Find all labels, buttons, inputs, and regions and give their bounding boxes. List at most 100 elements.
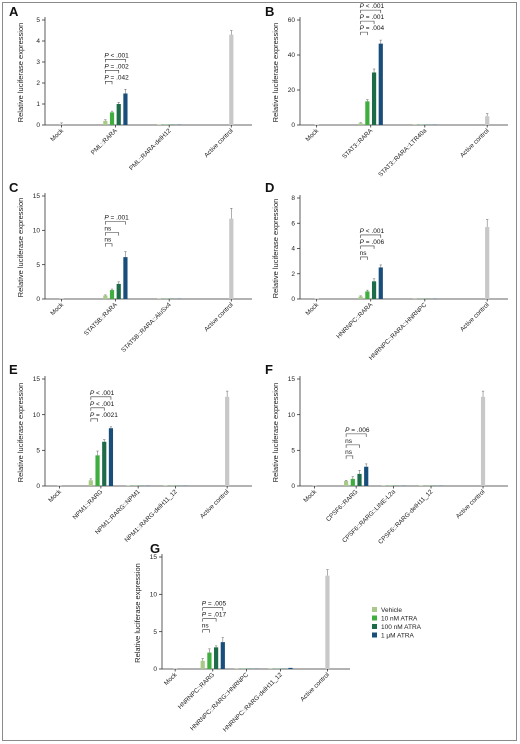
p-italic: P	[104, 215, 109, 222]
p-value-label: P < .001	[104, 52, 129, 59]
x-tick-label: STAT3::RARA::LTR40a	[377, 127, 428, 178]
p-rest: = .0021	[94, 412, 118, 419]
x-tick-label: CPSF6::RARG	[325, 488, 360, 523]
x-tick-label: Mock	[49, 127, 65, 143]
x-tick-label: HNRNPC::RARA::HNRNPC	[368, 301, 429, 362]
bar	[378, 267, 383, 299]
bar	[123, 93, 128, 125]
y-tick-label: 10	[33, 228, 41, 235]
x-tick-label: Active control	[455, 488, 487, 520]
legend-label: 1 μM ATRA	[381, 633, 415, 640]
x-tick-label: HNRNPC::RARG::HNRNPC	[189, 671, 250, 732]
x-tick-label: HNRNPC::RARA	[335, 301, 374, 340]
p-rest: < .001	[94, 390, 114, 397]
y-tick-label: 15	[288, 376, 296, 383]
bar	[229, 34, 234, 126]
bar	[365, 101, 370, 125]
y-tick-label: 20	[288, 87, 296, 94]
significance-bracket	[360, 256, 368, 260]
legend-swatch	[372, 624, 377, 629]
bar	[103, 295, 108, 299]
bar	[95, 455, 100, 486]
bar	[200, 660, 205, 669]
panel-A: A Relative luciferase expression 0 1 2 3 4 5 Moc…	[9, 4, 252, 172]
x-tick-label: Mock	[163, 671, 179, 687]
y-axis-label: Relative luciferase expression	[271, 23, 280, 123]
legend-label: 100 nM ATRA	[381, 624, 422, 631]
p-italic: P	[104, 63, 109, 70]
panel-letter: G	[150, 541, 160, 556]
bar	[314, 298, 319, 299]
y-tick-label: 4	[36, 38, 40, 45]
y-tick-label: 40	[288, 52, 296, 59]
p-value-label: ns	[104, 226, 112, 233]
p-italic: P	[90, 401, 95, 408]
x-tick-label: PML::RARA	[90, 127, 120, 157]
p-rest: = .005	[206, 601, 226, 608]
p-value-label: ns	[345, 438, 353, 445]
x-tick-label: STAT3::RARA	[341, 127, 375, 161]
panel-F: F Relative luciferase expression 0 5 10 15 Moc…	[265, 362, 508, 546]
y-tick-label: 0	[291, 296, 295, 303]
bar	[371, 281, 377, 299]
significance-bracket	[90, 418, 98, 422]
y-tick-label: 4	[291, 246, 295, 253]
bar	[358, 123, 363, 125]
p-italic: P	[90, 412, 95, 419]
p-value-label: P = .017	[202, 612, 227, 619]
p-rest: = .002	[109, 63, 129, 70]
p-value-label: P = .002	[104, 63, 129, 70]
legend-swatch	[372, 607, 377, 612]
significance-bracket	[360, 245, 375, 249]
p-value-label: P = .006	[345, 427, 370, 434]
p-italic: P	[360, 228, 365, 235]
significance-bracket	[202, 629, 210, 633]
p-rest: < .001	[364, 3, 384, 10]
bar	[109, 112, 115, 125]
x-tick-label: Active control	[203, 127, 235, 159]
panel-letter: A	[9, 4, 19, 19]
legend-swatch	[372, 615, 377, 621]
bar	[108, 428, 114, 486]
p-rest: < .001	[109, 52, 129, 59]
x-tick-label: Mock	[304, 301, 320, 317]
p-italic: P	[202, 612, 207, 619]
y-tick-label: 2	[291, 271, 295, 278]
y-tick-label: 1	[36, 101, 40, 108]
significance-bracket	[345, 455, 354, 459]
x-tick-label: Active control	[459, 301, 491, 333]
y-tick-label: 0	[36, 296, 40, 303]
p-value-label: P < .001	[360, 3, 385, 10]
x-tick-label: Mock	[49, 301, 65, 317]
bar	[485, 116, 490, 125]
x-tick-label: Active control	[199, 488, 231, 520]
significance-bracket	[90, 396, 112, 400]
p-italic: P	[202, 601, 207, 608]
p-value-label: P = .001	[104, 215, 129, 222]
significance-bracket	[105, 221, 126, 225]
y-tick-label: 10	[150, 592, 158, 599]
significance-bracket	[105, 243, 113, 247]
panel-B: B Relative luciferase expression 0 20 40 60 Mo…	[265, 3, 508, 178]
p-italic: P	[360, 3, 365, 10]
significance-bracket	[345, 433, 367, 437]
bar	[220, 642, 225, 669]
y-tick-label: 60	[288, 17, 296, 24]
y-tick-label: 15	[33, 193, 41, 200]
y-tick-label: 8	[291, 195, 295, 202]
p-value-label: P = .006	[360, 239, 385, 246]
x-tick-label: Mock	[304, 127, 320, 143]
significance-bracket	[360, 20, 375, 25]
y-tick-label: 0	[153, 666, 157, 673]
bar	[88, 480, 93, 486]
legend-label: Vehicle	[381, 607, 402, 614]
y-tick-label: 5	[153, 629, 157, 636]
bar	[288, 667, 293, 669]
x-tick-label: STAT5B::RARA	[83, 301, 120, 338]
y-tick-label: 6	[291, 220, 295, 227]
bar	[364, 466, 369, 486]
legend-swatch	[372, 632, 377, 638]
panel-C: C Relative luciferase expression 0 5 10 15 Moc…	[9, 180, 252, 354]
